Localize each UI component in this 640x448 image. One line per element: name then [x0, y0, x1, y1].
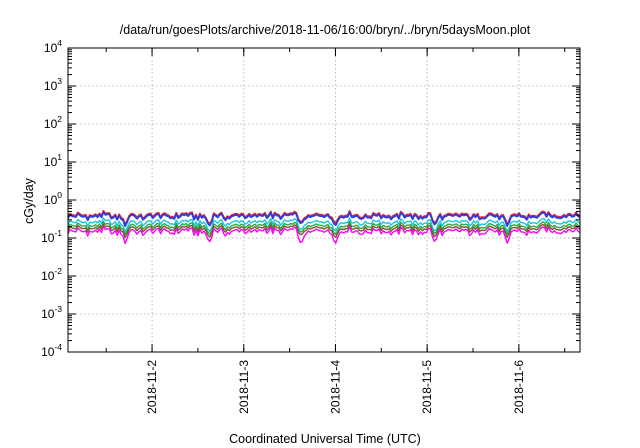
y-axis-label: cGy/day: [22, 177, 36, 224]
x-tick-label: 2018-11-5: [420, 360, 434, 414]
ticks: 10-4 10-3 10-2 10-1 100 101 102 103 104 2018-11-2…: [41, 38, 580, 414]
y-tick-label: 10-2: [41, 266, 62, 283]
series-line-3: [67, 217, 581, 233]
y-tick-label: 102: [44, 114, 62, 131]
series-line-1: [67, 209, 581, 226]
x-tick-label: 2018-11-2: [145, 360, 159, 414]
y-tick-label: 100: [44, 190, 62, 207]
chart-title: /data/run/goesPlots/archive/2018-11-06/1…: [120, 23, 531, 37]
y-tick-label: 10-1: [41, 228, 62, 245]
y-tick-label: 104: [44, 38, 62, 55]
x-tick-label: 2018-11-3: [237, 360, 251, 414]
series-line-4: [67, 220, 581, 236]
series-layer: [67, 209, 581, 245]
x-tick-label: 2018-11-4: [328, 360, 342, 414]
x-tick-label: 2018-11-6: [512, 360, 526, 414]
y-tick-label: 101: [44, 152, 62, 169]
series-line-6: [67, 225, 581, 245]
y-tick-label: 10-4: [41, 342, 62, 359]
series-line-5: [67, 223, 581, 239]
grid: [68, 48, 580, 352]
y-tick-label: 103: [44, 76, 62, 93]
y-tick-label: 10-3: [41, 304, 62, 321]
series-line-2: [67, 211, 581, 228]
x-axis-label: Coordinated Universal Time (UTC): [229, 432, 421, 446]
